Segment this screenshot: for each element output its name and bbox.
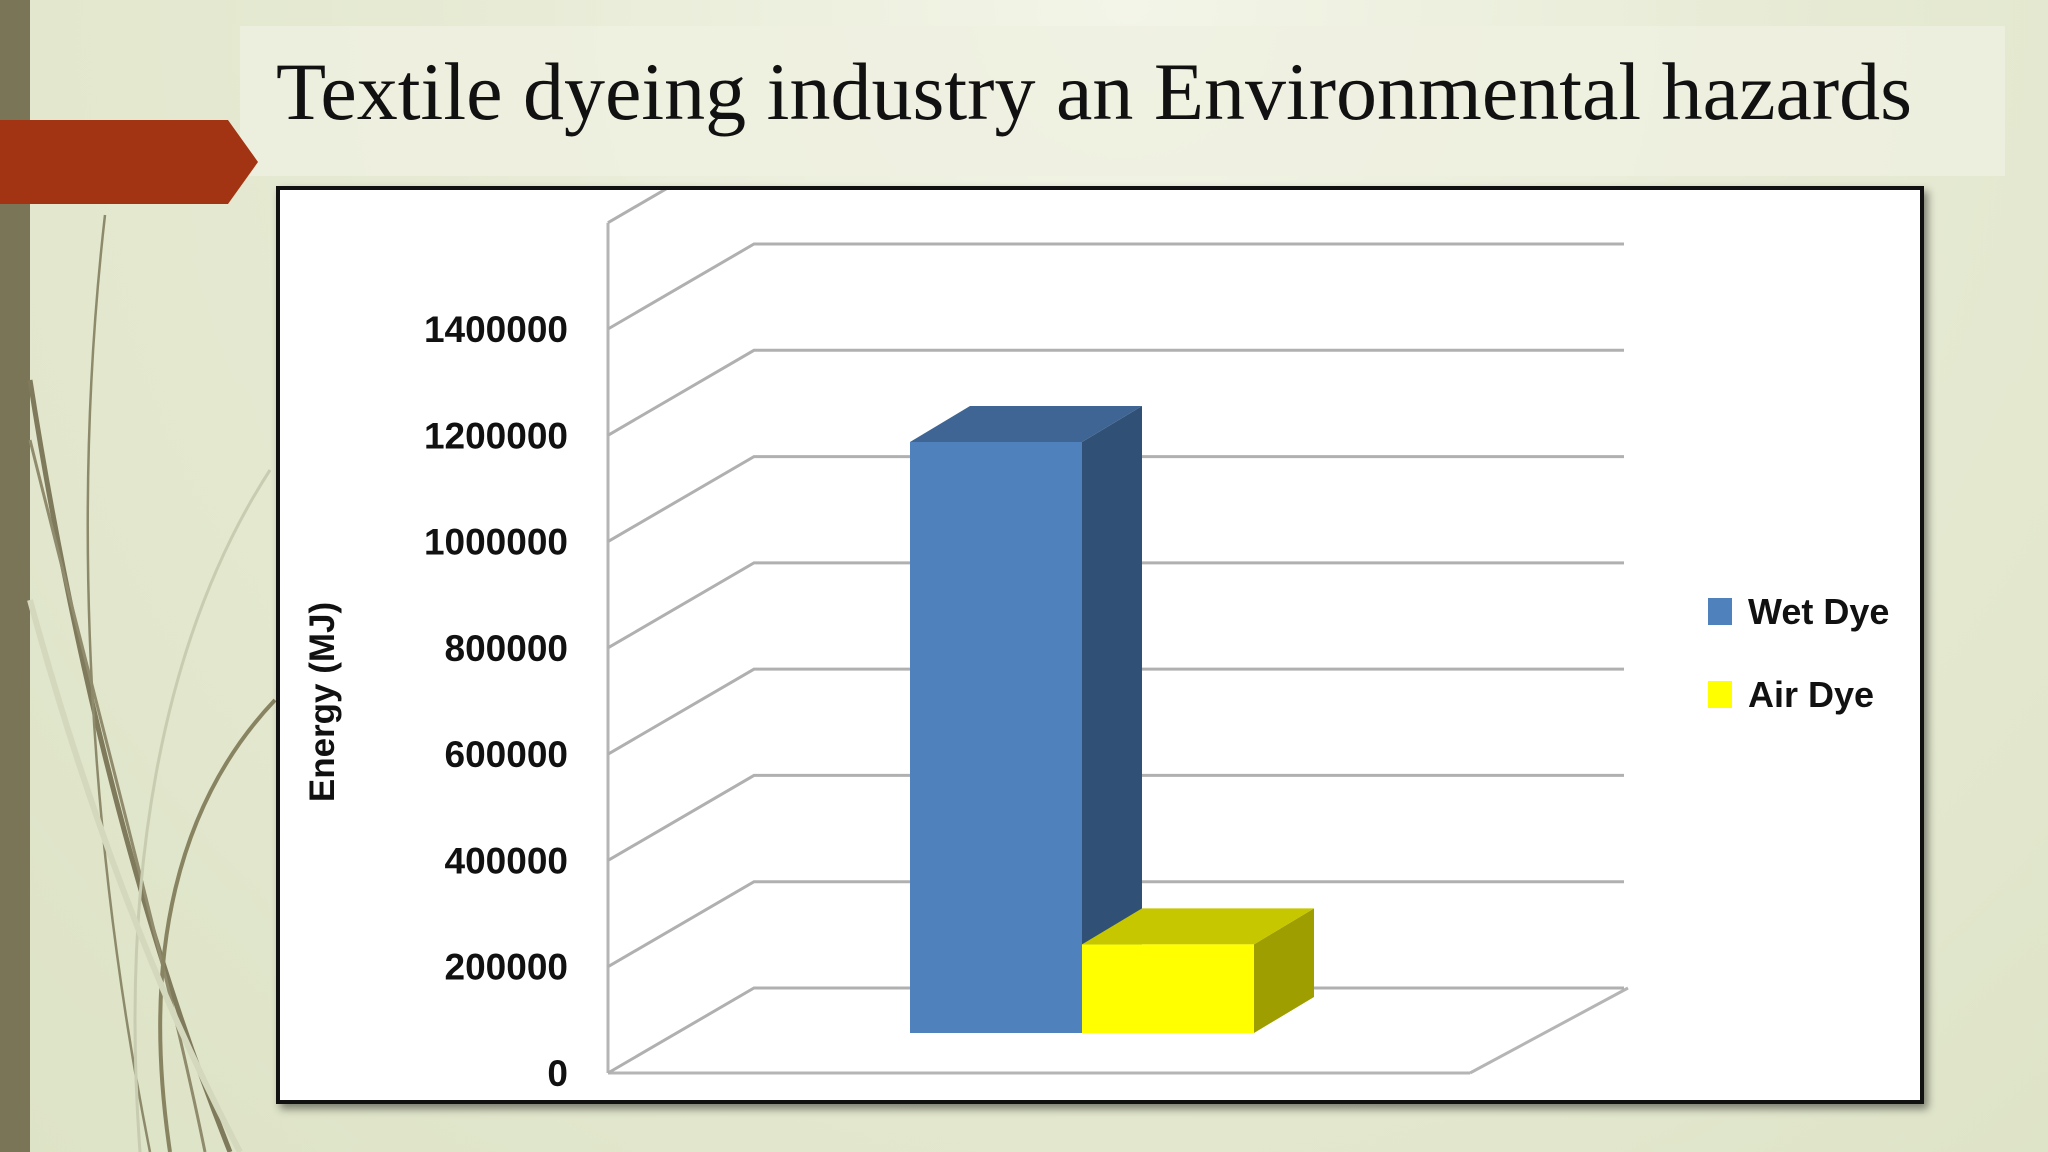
y-axis-title: Energy (MJ): [303, 602, 342, 802]
title-arrow-accent: [0, 120, 258, 204]
bar-front-face: [910, 442, 1082, 1033]
legend-swatch: [1708, 681, 1732, 708]
y-tick-label: 0: [547, 1053, 568, 1094]
chart-frame: 0 200000 400000 600000 800000 1000000 1200000 1…: [276, 186, 1924, 1104]
bar-wet-dye: [910, 406, 1142, 1033]
gridline: [607, 455, 1624, 543]
y-tick-label: 1200000: [424, 415, 568, 456]
legend-label: Wet Dye: [1748, 591, 1889, 632]
y-tick-label: 800000: [445, 628, 568, 669]
gridline: [607, 773, 1624, 862]
bar-air-dye: [1082, 908, 1314, 1033]
gridline: [607, 348, 1624, 437]
gridline: [607, 986, 1624, 1075]
slide-title: Textile dyeing industry an Environmental…: [276, 46, 1913, 137]
bar-top-face: [1082, 908, 1314, 945]
chart-walls: [606, 222, 1629, 1075]
gridline: [607, 190, 668, 225]
y-tick-label: 1400000: [424, 309, 568, 350]
bar-side-face: [1082, 406, 1142, 1033]
y-tick-label: 1000000: [424, 522, 568, 563]
y-tick-label: 600000: [445, 734, 568, 775]
gridline: [607, 561, 1624, 650]
energy-chart: 0 200000 400000 600000 800000 1000000 1200000 1…: [303, 190, 1889, 1094]
chart-legend: Wet Dye Air Dye: [1708, 591, 1889, 715]
chart-bars: [910, 406, 1314, 1033]
title-band: [240, 26, 2005, 176]
y-axis-ticks: 0 200000 400000 600000 800000 1000000 1200000 1…: [424, 309, 568, 1094]
y-tick-label: 200000: [445, 947, 568, 988]
gridline: [607, 242, 1624, 331]
gridline: [607, 667, 1624, 756]
floor-right-edge: [1469, 986, 1629, 1075]
gridline: [607, 880, 1624, 969]
bar-front-face: [1082, 944, 1254, 1033]
bar-side-face: [1254, 908, 1314, 1033]
decorative-curves: [27, 214, 277, 1152]
chart-gridlines: [607, 190, 1624, 1075]
bar-top-face: [910, 406, 1142, 442]
y-tick-label: 400000: [445, 840, 568, 881]
legend-label: Air Dye: [1748, 674, 1874, 715]
legend-swatch: [1708, 598, 1732, 625]
